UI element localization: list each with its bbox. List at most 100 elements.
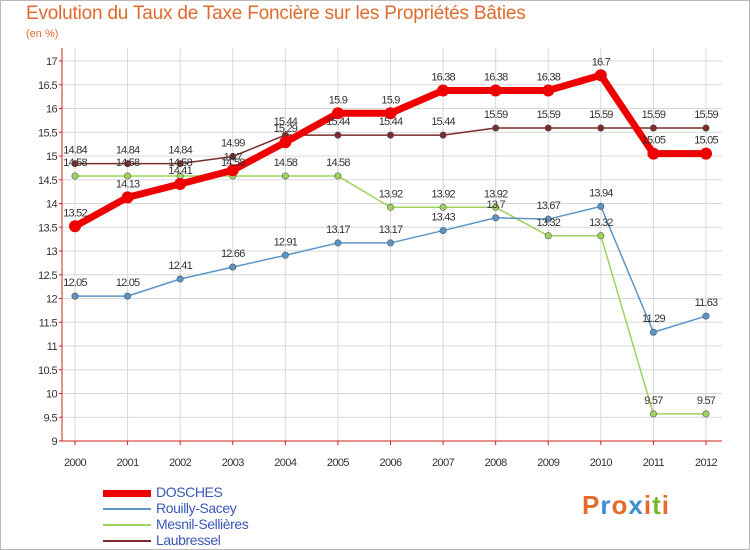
logo-letter: o <box>611 490 629 520</box>
logo-letter: x <box>628 490 644 520</box>
data-label-laubressel: 15.44 <box>326 116 350 128</box>
data-label-mesnil-sellieres: 9.57 <box>644 395 663 407</box>
data-point-dosches <box>594 69 607 82</box>
data-point-dosches <box>700 147 712 160</box>
data-point-rouilly-sacey <box>649 328 657 336</box>
data-point-laubressel <box>439 131 447 139</box>
data-point-dosches <box>437 84 450 97</box>
y-tick-label: 9.5 <box>44 412 58 424</box>
data-point-mesnil-sellieres <box>71 172 79 180</box>
data-label-rouilly-sacey: 12.05 <box>63 277 87 289</box>
data-point-dosches <box>384 107 397 120</box>
data-label-rouilly-sacey: 13.43 <box>431 212 455 224</box>
data-point-dosches <box>542 84 555 97</box>
logo-letter: r <box>600 490 612 520</box>
data-label-laubressel: 15.59 <box>484 109 508 121</box>
data-label-dosches: 16.7 <box>592 56 611 68</box>
data-point-dosches <box>279 136 292 149</box>
data-point-rouilly-sacey <box>544 215 552 223</box>
data-label-laubressel: 15.59 <box>642 109 666 121</box>
data-point-laubressel <box>702 124 710 132</box>
data-label-dosches: 16.38 <box>431 71 455 83</box>
x-tick-label: 2005 <box>327 457 350 469</box>
data-label-laubressel: 14.84 <box>168 145 192 157</box>
x-tick-label: 2000 <box>64 457 87 469</box>
data-point-laubressel <box>492 124 500 132</box>
data-label-rouilly-sacey: 13.94 <box>589 187 613 199</box>
data-point-dosches <box>226 164 239 177</box>
data-point-rouilly-sacey <box>439 227 447 235</box>
data-point-rouilly-sacey <box>281 251 289 259</box>
logo-letter: i <box>661 490 670 520</box>
data-label-laubressel: 14.84 <box>63 145 87 157</box>
data-label-mesnil-sellieres: 14.58 <box>326 157 350 169</box>
data-label-laubressel: 15.44 <box>274 116 298 128</box>
legend-label-laubressel: Laubressel <box>156 532 221 548</box>
data-label-mesnil-sellieres: 9.57 <box>697 395 716 407</box>
data-point-laubressel <box>334 131 342 139</box>
data-label-laubressel: 15.59 <box>589 109 613 121</box>
data-label-dosches: 14.41 <box>168 165 192 177</box>
data-label-dosches: 13.52 <box>63 207 87 219</box>
data-label-dosches: 14.13 <box>116 178 140 190</box>
data-label-laubressel: 15.59 <box>536 109 560 121</box>
data-label-mesnil-sellieres: 13.92 <box>431 188 455 200</box>
data-point-rouilly-sacey <box>176 275 184 283</box>
logo-letter: P <box>582 490 601 520</box>
data-point-laubressel <box>176 160 184 168</box>
legend-label-dosches: DOSCHES <box>156 484 223 500</box>
data-label-rouilly-sacey: 13.67 <box>536 200 560 212</box>
data-label-dosches: 15.9 <box>329 94 348 106</box>
data-label-laubressel: 15.59 <box>694 109 718 121</box>
data-label-rouilly-sacey: 11.29 <box>642 313 665 325</box>
data-label-mesnil-sellieres: 14.58 <box>274 157 298 169</box>
legend-swatch-dosches <box>103 490 151 497</box>
x-tick-label: 2010 <box>590 457 613 469</box>
y-tick-label: 14 <box>46 199 58 211</box>
data-point-laubressel <box>649 124 657 132</box>
data-label-laubressel: 14.99 <box>221 137 245 149</box>
logo-letter: t <box>652 490 662 520</box>
data-label-rouilly-sacey: 13.17 <box>326 224 350 236</box>
data-point-laubressel <box>71 160 79 168</box>
data-label-dosches: 15.05 <box>642 135 666 147</box>
data-point-mesnil-sellieres <box>649 410 657 418</box>
data-label-rouilly-sacey: 12.05 <box>116 277 140 289</box>
data-label-dosches: 15.29 <box>274 123 298 135</box>
y-tick-label: 12 <box>46 294 58 306</box>
data-label-mesnil-sellieres: 14.58 <box>63 157 87 169</box>
data-label-mesnil-sellieres: 13.32 <box>536 217 560 229</box>
data-point-dosches <box>69 220 81 233</box>
data-point-mesnil-sellieres <box>439 203 447 211</box>
y-tick-label: 16.5 <box>38 80 57 92</box>
x-tick-label: 2003 <box>222 457 245 469</box>
data-point-rouilly-sacey <box>386 239 394 247</box>
legend-swatch-mesnil-sellieres <box>103 524 151 526</box>
data-point-laubressel <box>124 160 132 168</box>
x-tick-label: 2011 <box>643 457 665 469</box>
data-point-dosches <box>489 84 502 97</box>
y-tick-label: 10.5 <box>38 365 57 377</box>
data-point-mesnil-sellieres <box>544 232 552 240</box>
data-point-mesnil-sellieres <box>492 203 500 211</box>
data-point-rouilly-sacey <box>702 312 710 320</box>
data-point-mesnil-sellieres <box>702 410 710 418</box>
chart-title: Evolution du Taux de Taxe Foncière sur l… <box>26 3 526 24</box>
data-label-rouilly-sacey: 13.17 <box>379 224 403 236</box>
data-point-mesnil-sellieres <box>334 172 342 180</box>
logo-letter: i <box>643 490 653 520</box>
y-tick-label: 13.5 <box>38 222 57 234</box>
y-tick-label: 15 <box>46 151 58 163</box>
y-tick-label: 16 <box>46 104 58 116</box>
data-point-rouilly-sacey <box>334 239 342 247</box>
data-label-laubressel: 15.44 <box>379 116 403 128</box>
y-tick-label: 11 <box>47 341 58 353</box>
data-label-dosches: 16.38 <box>536 71 560 83</box>
x-tick-label: 2007 <box>432 457 455 469</box>
data-label-rouilly-sacey: 11.63 <box>695 297 718 309</box>
proxiti-logo[interactable]: Proxiti <box>582 490 670 521</box>
data-point-laubressel <box>544 124 552 132</box>
x-tick-label: 2002 <box>169 457 192 469</box>
data-point-laubressel <box>597 124 605 132</box>
